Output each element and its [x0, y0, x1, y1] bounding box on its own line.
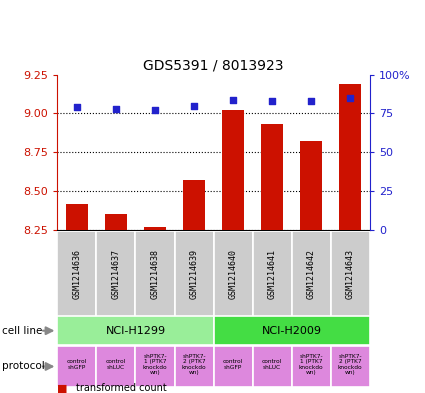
Text: GSM1214641: GSM1214641	[268, 248, 277, 299]
Text: transformed count: transformed count	[76, 383, 167, 393]
Text: GSM1214638: GSM1214638	[150, 248, 159, 299]
Bar	[96, 231, 136, 316]
Bar	[96, 346, 136, 387]
Title: GDS5391 / 8013923: GDS5391 / 8013923	[143, 58, 284, 72]
Bar	[136, 231, 175, 316]
Bar	[222, 110, 244, 230]
Text: shPTK7-
2 (PTK7
knockdo
wn): shPTK7- 2 (PTK7 knockdo wn)	[182, 354, 207, 375]
Bar	[300, 141, 322, 230]
Bar	[57, 231, 96, 316]
Text: control
shGFP: control shGFP	[67, 359, 87, 369]
Bar	[144, 227, 166, 230]
Bar	[261, 124, 283, 230]
Text: shPTK7-
2 (PTK7
knockdo
wn): shPTK7- 2 (PTK7 knockdo wn)	[338, 354, 363, 375]
Point	[152, 107, 159, 114]
Point	[74, 104, 80, 110]
Point	[230, 96, 236, 103]
Bar	[66, 204, 88, 230]
Point	[347, 95, 354, 101]
Text: cell line: cell line	[2, 326, 42, 336]
Point	[308, 98, 314, 104]
Bar	[331, 231, 370, 316]
Text: GSM1214636: GSM1214636	[72, 248, 82, 299]
Point	[191, 103, 198, 109]
Bar	[213, 346, 252, 387]
Bar	[105, 215, 127, 230]
Point	[113, 106, 119, 112]
Text: control
shGFP: control shGFP	[223, 359, 243, 369]
Bar	[57, 346, 96, 387]
Text: control
shLUC: control shLUC	[106, 359, 126, 369]
Text: shPTK7-
1 (PTK7
knockdo
wn): shPTK7- 1 (PTK7 knockdo wn)	[299, 354, 323, 375]
Bar	[175, 346, 213, 387]
Text: ■: ■	[57, 383, 68, 393]
Text: GSM1214639: GSM1214639	[190, 248, 198, 299]
Text: shPTK7-
1 (PTK7
knockdo
wn): shPTK7- 1 (PTK7 knockdo wn)	[143, 354, 167, 375]
Bar	[213, 231, 252, 316]
Bar	[331, 346, 370, 387]
Bar	[292, 346, 331, 387]
Text: GSM1214640: GSM1214640	[229, 248, 238, 299]
Bar	[57, 316, 213, 345]
Text: protocol: protocol	[2, 362, 45, 371]
Text: control
shLUC: control shLUC	[262, 359, 282, 369]
Bar	[136, 346, 175, 387]
Text: NCI-H1299: NCI-H1299	[105, 326, 165, 336]
Bar	[175, 231, 213, 316]
Text: GSM1214642: GSM1214642	[307, 248, 316, 299]
Bar	[252, 231, 292, 316]
Bar	[252, 346, 292, 387]
Text: GSM1214643: GSM1214643	[346, 248, 355, 299]
Bar	[340, 84, 361, 230]
Bar	[292, 231, 331, 316]
Text: NCI-H2009: NCI-H2009	[262, 326, 322, 336]
Text: GSM1214637: GSM1214637	[111, 248, 120, 299]
Point	[269, 98, 275, 104]
Bar	[183, 180, 205, 230]
Bar	[213, 316, 370, 345]
